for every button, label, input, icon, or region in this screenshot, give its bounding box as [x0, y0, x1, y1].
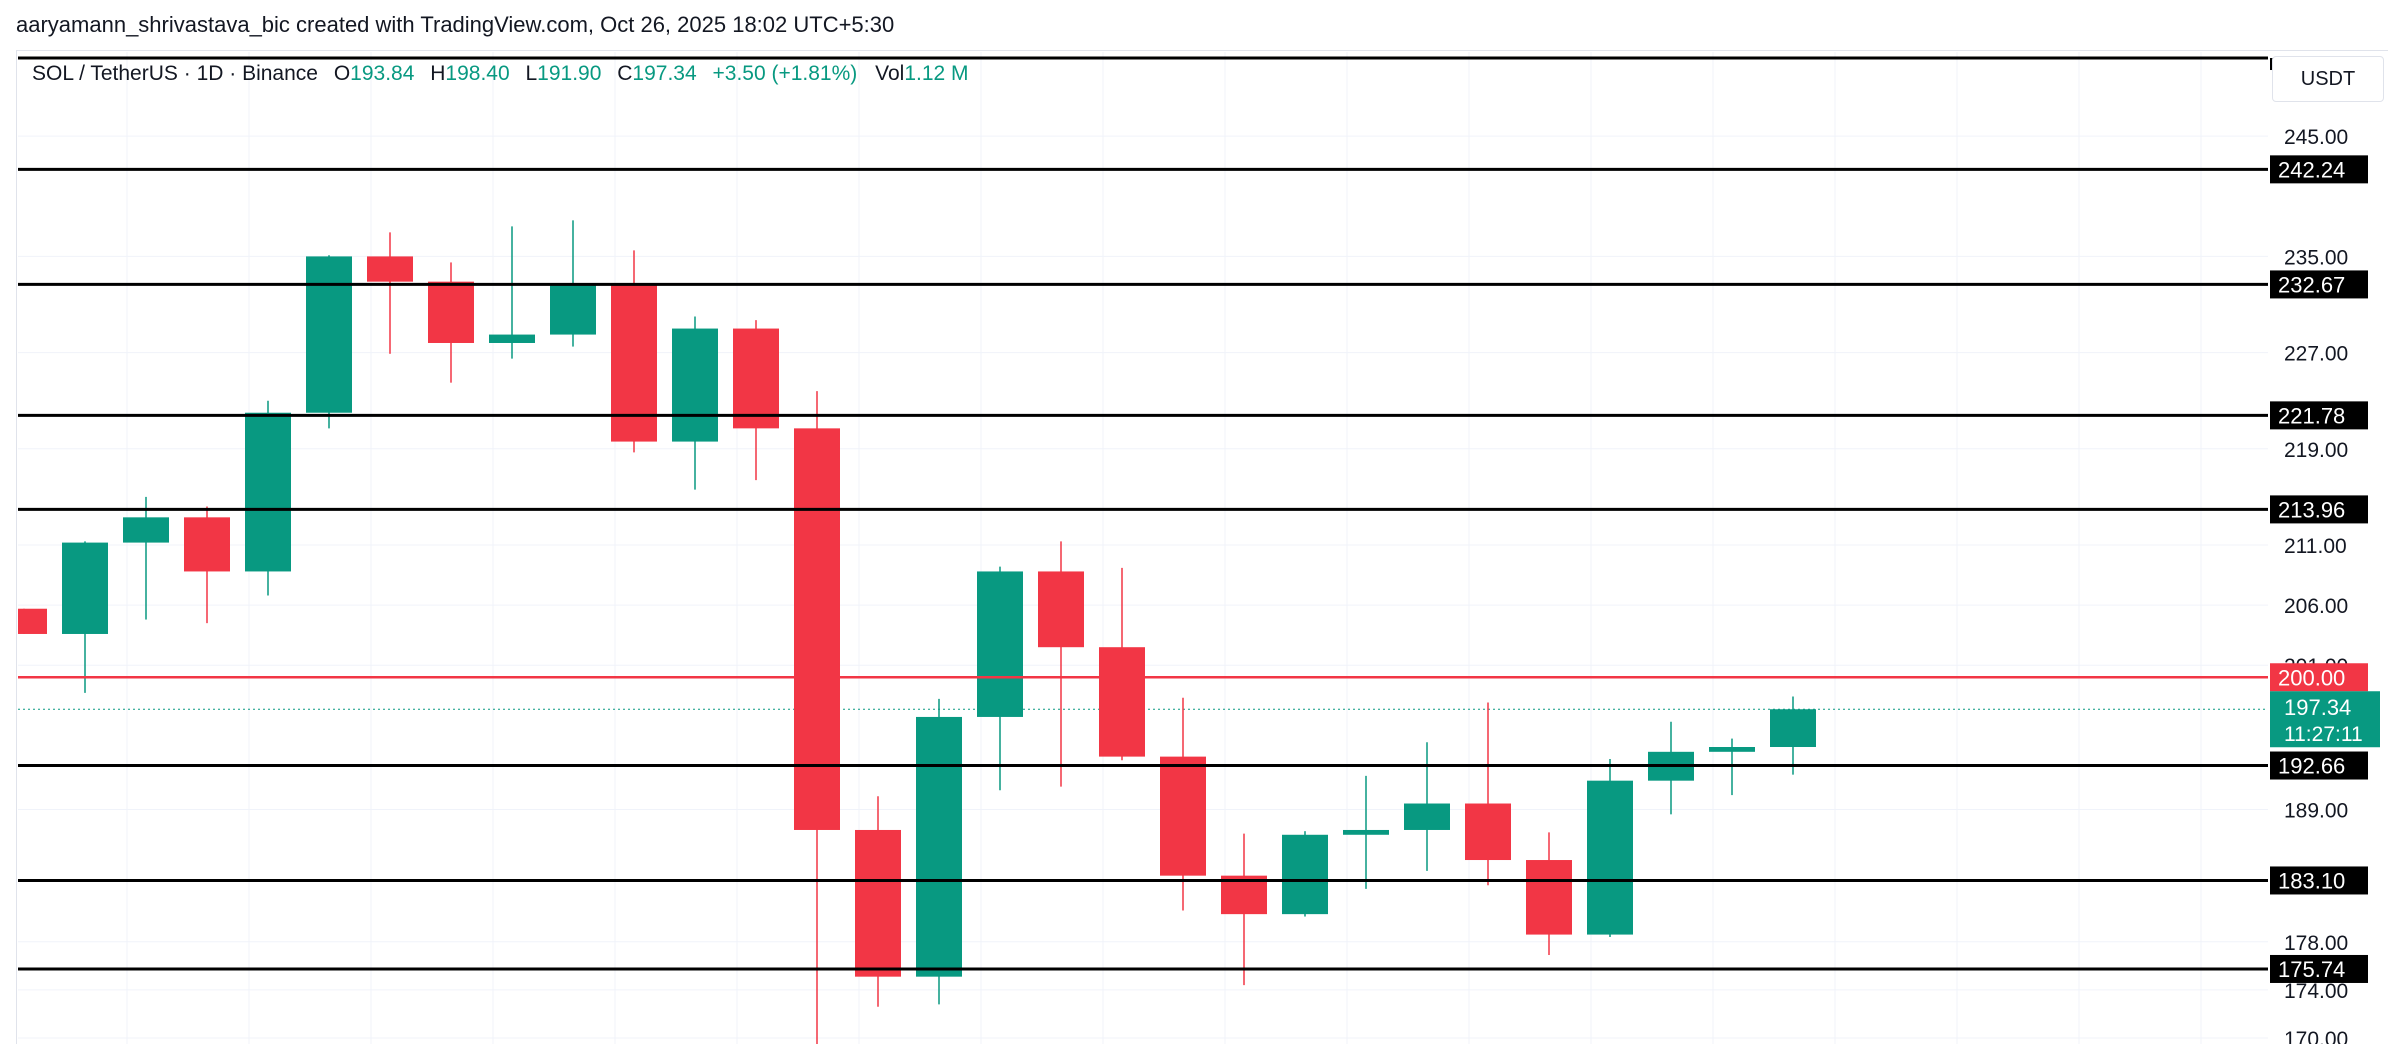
candle-body[interactable]: [1099, 647, 1145, 757]
y-tick-label: 219.00: [2284, 439, 2348, 462]
bar-countdown-label: 11:27:11: [2284, 723, 2363, 746]
candle-body[interactable]: [1709, 747, 1755, 752]
legend-open-label: O: [333, 62, 351, 85]
level-tag: [2270, 866, 2368, 895]
candle-body[interactable]: [1221, 875, 1267, 915]
level-tag: [2270, 155, 2368, 184]
level-label: 232.67: [2278, 272, 2345, 297]
candle-body[interactable]: [672, 328, 718, 442]
legend-vol-label: Vol: [875, 62, 905, 85]
candle-body[interactable]: [1404, 803, 1450, 830]
y-tick-label: 245.00: [2284, 126, 2348, 149]
y-tick-label: 211.00: [2284, 535, 2347, 558]
legend-low-label: L: [525, 62, 538, 85]
candle-body[interactable]: [367, 256, 413, 282]
current-price-label: 197.34: [2284, 695, 2351, 720]
candle-body[interactable]: [1526, 860, 1572, 935]
legend-symbol[interactable]: SOL / TetherUS · 1D · Binance: [32, 62, 318, 85]
candle-body[interactable]: [855, 829, 901, 977]
legend-high-value: 198.40: [445, 62, 510, 85]
y-tick-label: 189.00: [2284, 800, 2348, 823]
level-label: 213.96: [2278, 497, 2345, 522]
candle-body[interactable]: [62, 542, 108, 634]
candle-body[interactable]: [489, 334, 535, 343]
level-label: 183.10: [2278, 868, 2345, 893]
candle-body[interactable]: [1587, 780, 1633, 935]
candle-body[interactable]: [1282, 834, 1328, 915]
legend-change: +3.50 (+1.81%): [712, 62, 858, 85]
chart-byline: aaryamann_shrivastava_bic created with T…: [16, 12, 895, 37]
highlight-level-tag: [2270, 663, 2368, 692]
candle-body[interactable]: [18, 608, 47, 634]
y-tick-label: 235.00: [2284, 246, 2348, 269]
candle-body[interactable]: [794, 428, 840, 830]
candle-body[interactable]: [306, 256, 352, 413]
candle-body[interactable]: [611, 285, 657, 442]
candle-body[interactable]: [245, 412, 291, 572]
current-price-tag: [2270, 691, 2380, 748]
y-tick-label: 178.00: [2284, 932, 2348, 955]
candle-body[interactable]: [1770, 709, 1816, 748]
symbol-legend: SOL / TetherUS · 1D · Binance O193.84 H1…: [32, 62, 969, 86]
candle-body[interactable]: [977, 571, 1023, 717]
candle-body[interactable]: [733, 328, 779, 429]
candle-body[interactable]: [428, 281, 474, 343]
level-label: 221.78: [2278, 403, 2345, 428]
candle-body[interactable]: [1465, 803, 1511, 861]
currency-button[interactable]: USDT: [2272, 56, 2384, 102]
candle-body[interactable]: [916, 716, 962, 977]
candle-body[interactable]: [123, 517, 169, 543]
level-label: 175.74: [2278, 957, 2345, 982]
level-tag: [2270, 495, 2368, 524]
legend-vol-value: 1.12 M: [904, 62, 969, 85]
level-tag: [2270, 270, 2368, 299]
y-tick-label: 174.00: [2284, 980, 2348, 1003]
highlight-level-label: 200.00: [2278, 665, 2345, 690]
level-tag: [2270, 954, 2368, 983]
candle-body[interactable]: [184, 517, 230, 572]
candle-body[interactable]: [1160, 756, 1206, 876]
y-tick-label: 206.00: [2284, 595, 2348, 618]
level-tag: [2270, 401, 2368, 430]
y-tick-label: 170.00: [2284, 1028, 2348, 1044]
level-tag: [2270, 751, 2368, 780]
candle-body[interactable]: [1343, 829, 1389, 835]
level-label: 242.24: [2278, 157, 2345, 182]
legend-low-value: 191.90: [537, 62, 602, 85]
chart-frame: [16, 50, 2388, 1044]
legend-open-value: 193.84: [350, 62, 415, 85]
legend-close-value: 197.34: [632, 62, 697, 85]
candle-body[interactable]: [1038, 571, 1084, 648]
y-tick-label: 227.00: [2284, 343, 2348, 366]
candle-body[interactable]: [550, 285, 596, 335]
legend-high-label: H: [430, 62, 446, 85]
legend-close-label: C: [617, 62, 633, 85]
level-label: 192.66: [2278, 754, 2345, 779]
